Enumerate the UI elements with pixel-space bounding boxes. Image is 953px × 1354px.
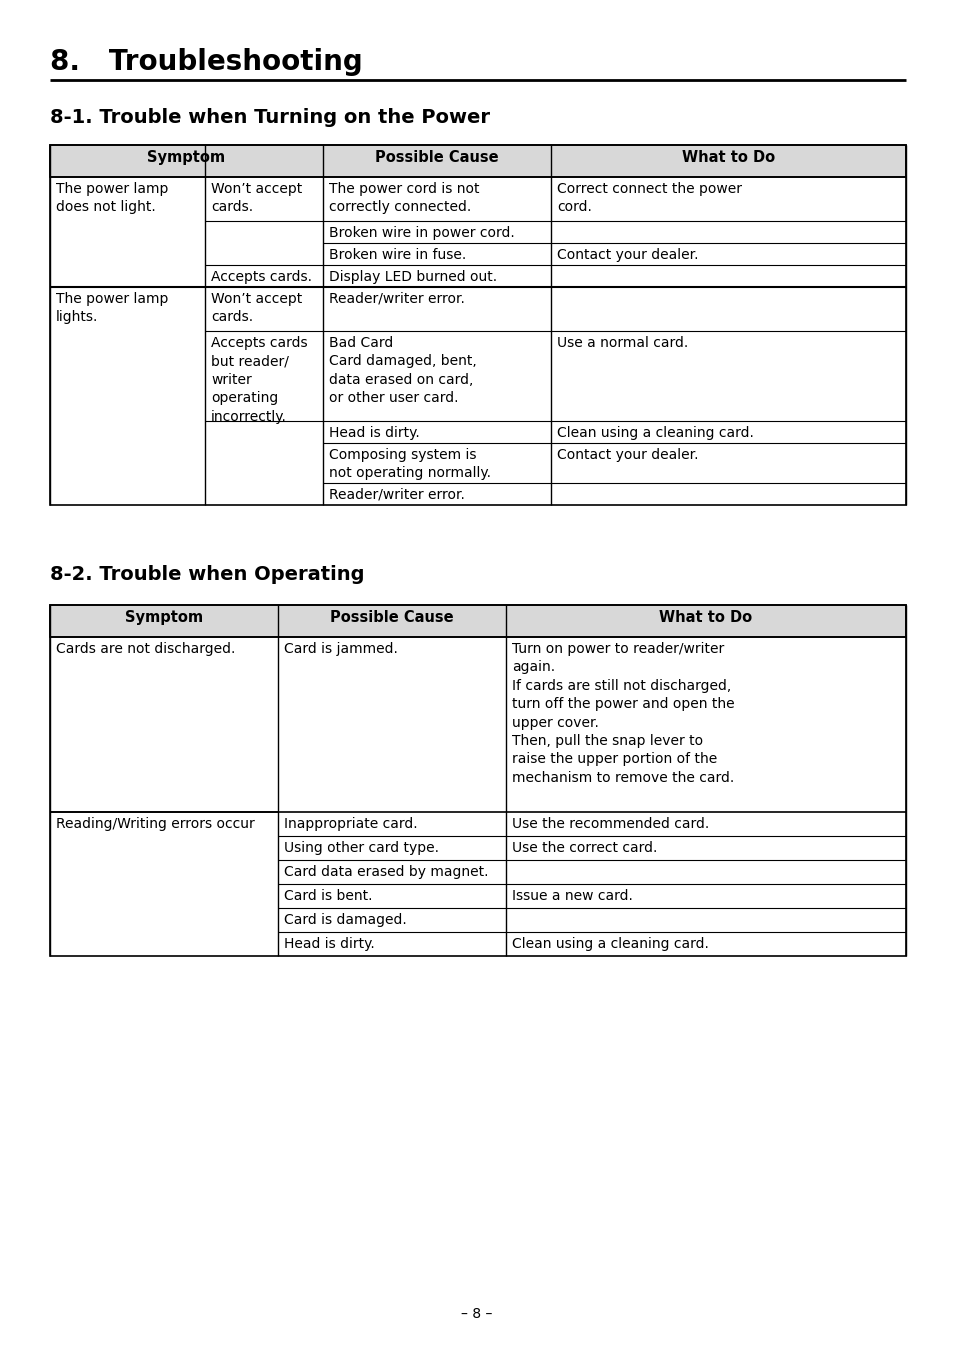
Text: Contact your dealer.: Contact your dealer. [557, 448, 698, 462]
Text: Clean using a cleaning card.: Clean using a cleaning card. [557, 427, 753, 440]
Text: The power lamp
does not light.: The power lamp does not light. [56, 181, 168, 214]
Text: Broken wire in fuse.: Broken wire in fuse. [329, 248, 466, 263]
Text: Card is bent.: Card is bent. [284, 890, 372, 903]
Text: Broken wire in power cord.: Broken wire in power cord. [329, 226, 515, 240]
Text: Clean using a cleaning card.: Clean using a cleaning card. [512, 937, 708, 951]
Text: Possible Cause: Possible Cause [375, 150, 498, 165]
Text: Bad Card
Card damaged, bent,
data erased on card,
or other user card.: Bad Card Card damaged, bent, data erased… [329, 336, 476, 405]
Text: What to Do: What to Do [659, 611, 752, 626]
Text: Cards are not discharged.: Cards are not discharged. [56, 642, 235, 655]
Text: 8-1. Trouble when Turning on the Power: 8-1. Trouble when Turning on the Power [50, 108, 490, 127]
Text: – 8 –: – 8 – [461, 1307, 492, 1322]
Bar [50, 605, 905, 636]
Text: Accepts cards.: Accepts cards. [211, 269, 312, 284]
Text: Correct connect the power
cord.: Correct connect the power cord. [557, 181, 741, 214]
Text: Card is jammed.: Card is jammed. [284, 642, 397, 655]
Text: Accepts cards
but reader/
writer
operating
incorrectly.: Accepts cards but reader/ writer operati… [211, 336, 307, 424]
Text: What to Do: What to Do [681, 150, 774, 165]
Text: Inappropriate card.: Inappropriate card. [284, 816, 417, 831]
Text: Contact your dealer.: Contact your dealer. [557, 248, 698, 263]
Text: The power lamp
lights.: The power lamp lights. [56, 292, 168, 325]
Text: Composing system is
not operating normally.: Composing system is not operating normal… [329, 448, 491, 481]
Text: Won’t accept
cards.: Won’t accept cards. [211, 181, 302, 214]
Text: Use the recommended card.: Use the recommended card. [512, 816, 708, 831]
Text: 8.   Troubleshooting: 8. Troubleshooting [50, 47, 362, 76]
Text: Use a normal card.: Use a normal card. [557, 336, 687, 349]
Text: Using other card type.: Using other card type. [284, 841, 438, 854]
Text: Symptom: Symptom [148, 150, 225, 165]
Bar [50, 145, 905, 177]
Text: 8-2. Trouble when Operating: 8-2. Trouble when Operating [50, 565, 364, 584]
Text: Card data erased by magnet.: Card data erased by magnet. [284, 865, 488, 879]
Text: Possible Cause: Possible Cause [330, 611, 454, 626]
Bar [50, 605, 905, 956]
Text: Symptom: Symptom [125, 611, 203, 626]
Text: Issue a new card.: Issue a new card. [512, 890, 632, 903]
Text: Use the correct card.: Use the correct card. [512, 841, 657, 854]
Text: Card is damaged.: Card is damaged. [284, 913, 406, 927]
Text: Turn on power to reader/writer
again.
If cards are still not discharged,
turn of: Turn on power to reader/writer again. If… [512, 642, 734, 785]
Text: Won’t accept
cards.: Won’t accept cards. [211, 292, 302, 325]
Text: Display LED burned out.: Display LED burned out. [329, 269, 497, 284]
Text: Reading/Writing errors occur: Reading/Writing errors occur [56, 816, 254, 831]
Text: Head is dirty.: Head is dirty. [329, 427, 419, 440]
Text: Reader/writer error.: Reader/writer error. [329, 487, 464, 502]
Text: The power cord is not
correctly connected.: The power cord is not correctly connecte… [329, 181, 479, 214]
Text: Head is dirty.: Head is dirty. [284, 937, 375, 951]
Bar [50, 145, 905, 505]
Text: Reader/writer error.: Reader/writer error. [329, 292, 464, 306]
